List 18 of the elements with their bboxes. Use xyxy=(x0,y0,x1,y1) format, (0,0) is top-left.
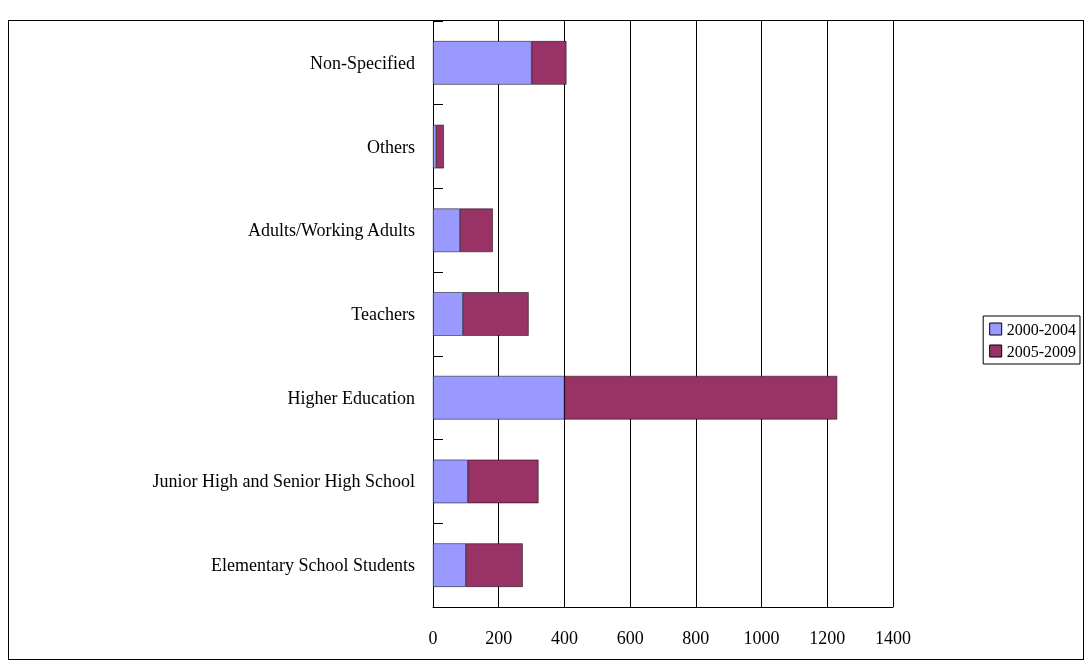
y-tick-label: Teachers xyxy=(351,304,415,324)
x-tick-label: 1400 xyxy=(875,628,911,648)
y-tick-label: Higher Education xyxy=(287,387,415,408)
y-tick-label: Junior High and Senior High School xyxy=(152,471,415,492)
bar xyxy=(436,124,444,169)
y-tick-label: Adults/Working Adults xyxy=(247,220,415,241)
x-tick-label: 400 xyxy=(550,628,578,648)
legend-label: 2005-2009 xyxy=(1006,342,1076,360)
x-tick-label: 0 xyxy=(428,628,438,648)
y-tick-label: Others xyxy=(367,136,415,157)
y-tick-label: Non-Specified xyxy=(310,52,415,73)
x-tick-label: 600 xyxy=(616,628,644,648)
x-tick-label: 1200 xyxy=(809,628,846,648)
x-tick-label: 800 xyxy=(682,628,710,648)
legend-label: 2000-2004 xyxy=(1006,320,1076,338)
y-tick-label: Elementary School Students xyxy=(211,555,415,576)
x-tick-label: 1000 xyxy=(743,628,780,648)
x-tick-label: 200 xyxy=(485,628,513,648)
